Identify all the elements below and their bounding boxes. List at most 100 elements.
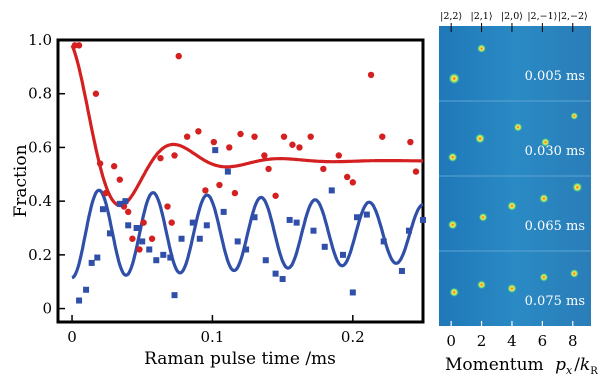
- momentum-sub: x: [566, 364, 573, 377]
- momentum-slash: /: [574, 355, 580, 375]
- data-point-square: [321, 243, 328, 250]
- y-tick-label: 0.4: [28, 192, 52, 210]
- fraction-vs-time-chart: 0 0.2 0.4 0.6 0.8 1.0 0 0.1 0.2 Fraction Raman …: [11, 31, 426, 369]
- absorption-image-panel: 0.005 ms0.030 ms0.065 ms0.075 ms |2,2⟩ |2…: [439, 11, 598, 377]
- data-point-circle: [251, 133, 258, 140]
- data-point-square: [310, 227, 317, 234]
- state-label: |2,2⟩: [440, 11, 462, 22]
- data-point-circle: [407, 138, 414, 146]
- atom-cloud: [569, 269, 579, 278]
- data-point-square: [420, 216, 426, 223]
- momentum-tick-label: 0: [446, 332, 456, 350]
- panel-time-label: 0.030 ms: [525, 144, 585, 159]
- atom-cloud: [449, 287, 460, 298]
- data-point-circle: [343, 173, 351, 181]
- atom-cloud: [447, 152, 458, 163]
- data-point-circle: [379, 133, 386, 140]
- data-point-square: [106, 230, 113, 237]
- data-point-square: [243, 246, 250, 253]
- momentum-tick-label: 4: [507, 332, 517, 350]
- x-tick-label: 0.2: [341, 328, 365, 346]
- data-point-circle: [140, 219, 147, 226]
- data-point-circle: [129, 235, 136, 242]
- data-point-square: [293, 219, 300, 226]
- data-point-square: [76, 297, 83, 304]
- data-point-square: [88, 259, 95, 266]
- data-point-circle: [349, 179, 357, 186]
- data-point-square: [122, 198, 129, 205]
- data-point-circle: [231, 189, 239, 197]
- momentum-den: k: [580, 355, 590, 375]
- data-point-square: [339, 251, 346, 258]
- atom-cloud: [570, 112, 579, 120]
- atom-cloud: [507, 283, 517, 294]
- x-tick-label: 0: [67, 328, 77, 346]
- momentum-tick-label: 6: [538, 332, 548, 350]
- atom-cloud: [474, 133, 486, 144]
- data-point-circle: [367, 71, 375, 79]
- data-point-square: [94, 254, 101, 261]
- state-label: |2,−2⟩: [558, 11, 588, 22]
- data-point-circle: [102, 189, 109, 197]
- data-point-circle: [148, 235, 156, 242]
- data-point-square: [363, 211, 370, 218]
- y-tick-label: 0.2: [28, 246, 52, 264]
- atom-cloud: [478, 212, 488, 222]
- data-point-circle: [265, 165, 272, 173]
- panel-time-label: 0.005 ms: [525, 69, 585, 84]
- panel-time-label: 0.065 ms: [525, 219, 585, 234]
- data-point-square: [116, 200, 123, 207]
- data-point-square: [133, 225, 140, 231]
- data-point-square: [139, 238, 146, 245]
- spin-state-labels: |2,2⟩ |2,1⟩ |2,0⟩ |2,−1⟩ |2,−2⟩: [440, 11, 588, 32]
- data-point-square: [167, 254, 174, 261]
- data-point-circle: [171, 152, 178, 159]
- data-point-square: [286, 216, 293, 223]
- data-point-square: [380, 238, 387, 245]
- data-point-circle: [110, 163, 118, 170]
- data-point-square: [196, 235, 203, 242]
- atom-cloud: [572, 182, 583, 193]
- data-point-square: [405, 227, 412, 234]
- data-point-circle: [183, 133, 191, 140]
- fit-curve-blue: [71, 188, 424, 280]
- x-tick-label: 0.1: [200, 328, 224, 346]
- atom-cloud: [477, 280, 487, 290]
- y-tick-label: 0: [42, 300, 52, 318]
- data-point-circle: [216, 181, 223, 189]
- data-point-circle: [289, 141, 296, 148]
- data-point-circle: [237, 130, 244, 138]
- data-point-circle: [307, 133, 314, 140]
- data-point-circle: [280, 133, 288, 140]
- atom-cloud: [513, 122, 523, 132]
- data-point-square: [328, 187, 335, 194]
- data-point-square: [279, 276, 286, 283]
- data-point-square: [171, 292, 178, 299]
- data-point-circle: [320, 165, 327, 173]
- y-tick-label: 0.6: [28, 138, 52, 156]
- data-point-square: [83, 286, 90, 293]
- data-point-circle: [164, 203, 171, 210]
- data-point-square: [398, 267, 405, 274]
- momentum-tick-label: 2: [477, 332, 487, 350]
- data-point-circle: [272, 192, 279, 199]
- data-point-circle: [296, 144, 303, 151]
- data-point-square: [160, 251, 167, 258]
- momentum-var: p: [555, 355, 566, 375]
- x-axis-ticks: 0 0.1 0.2: [67, 315, 365, 346]
- y-tick-label: 0.8: [28, 85, 52, 103]
- atom-cloud: [477, 44, 487, 53]
- state-label: |2,−1⟩: [527, 11, 557, 22]
- data-point-circle: [157, 154, 164, 162]
- data-point-square: [99, 206, 106, 213]
- data-point-circle: [124, 208, 132, 216]
- data-points: [71, 42, 426, 304]
- momentum-axis-label: Momentum px/kR: [445, 355, 598, 377]
- atom-cloud: [540, 137, 550, 147]
- data-point-square: [178, 235, 185, 242]
- atom-cloud: [507, 201, 517, 211]
- state-label: |2,0⟩: [501, 11, 523, 22]
- atom-cloud: [448, 72, 460, 85]
- data-point-circle: [175, 52, 182, 60]
- momentum-label-word: Momentum: [445, 355, 544, 375]
